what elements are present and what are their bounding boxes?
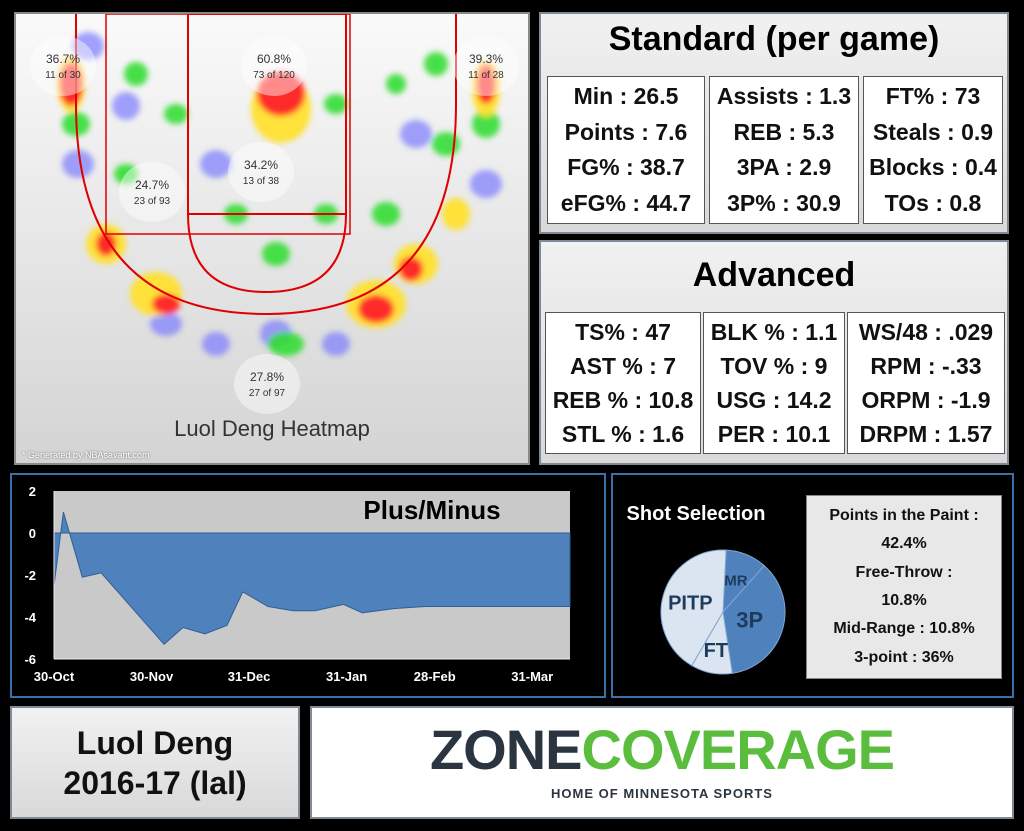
shot-legend-line: Mid-Range : 10.8% (833, 620, 975, 638)
shot-legend-line: 10.8% (881, 592, 927, 610)
logo-coverage: COVERAGE (581, 718, 895, 781)
stat-item: TS% : 47 (575, 318, 671, 345)
zone-pct: 60.8% (256, 51, 292, 66)
advanced-col-1: TS% : 47 AST % : 7 REB % : 10.8 STL % : 1.6 (545, 312, 701, 454)
stat-item: 3P% : 30.9 (727, 189, 841, 216)
shot-legend-line: Free-Throw : (855, 563, 953, 581)
standard-title: Standard (per game) (608, 20, 940, 58)
advanced-stats-panel: Advanced TS% : 47 AST % : 7 REB % : 10.8 ST… (539, 240, 1009, 465)
zonecoverage-logo: ZONECOVERAGE (312, 722, 1012, 778)
zone-made: 11 of 28 (468, 69, 504, 81)
standard-stats-panel: Standard (per game) Min : 26.5 Points : 7… (539, 12, 1009, 234)
zone-made: 27 of 97 (248, 387, 286, 399)
court-lines (75, 14, 457, 316)
stat-item: REB : 5.3 (733, 118, 835, 145)
x-tick-label: 31-Mar (511, 669, 553, 684)
stat-item: PER : 10.1 (717, 420, 831, 447)
player-name: Luol Deng (76, 724, 234, 761)
stat-item: DRPM : 1.57 (859, 420, 993, 447)
pie-slice-label: PITP (668, 592, 712, 614)
heatmap-zone-label: 24.7% 23 of 93 (119, 162, 185, 222)
zone-pct: 34.2% (243, 157, 279, 172)
logo-panel: ZONECOVERAGE HOME OF MINNESOTA SPORTS (310, 706, 1014, 819)
stat-item: RPM : -.33 (870, 352, 982, 379)
plus-minus-panel: 2 0 -2 -4 -6 30-Oct 30-Nov 31-Dec 31-Jan 28-Feb 31… (10, 473, 606, 698)
stat-item: USG : 14.2 (716, 386, 832, 413)
zone-made: 13 of 38 (242, 175, 280, 187)
shot-selection-legend: Points in the Paint : 42.4% Free-Throw : 10… (806, 495, 1002, 679)
standard-col-1: Min : 26.5 Points : 7.6 FG% : 38.7 eFG% : 4… (547, 76, 705, 224)
zone-pct: 24.7% (134, 177, 170, 192)
pie-slice (722, 565, 786, 674)
zone-made: 73 of 120 (253, 69, 295, 81)
shot-legend-line: 42.4% (881, 535, 927, 553)
heatmap-panel: 36.7% 11 of 30 60.8% 73 of 120 39.3% 11 of 28… (14, 12, 530, 465)
heatmap-title: Luol Deng Heatmap (174, 416, 370, 441)
x-tick-label: 31-Jan (326, 669, 367, 684)
advanced-col-3: WS/48 : .029 RPM : -.33 ORPM : -1.9 DRPM : … (847, 312, 1005, 454)
zone-made: 11 of 30 (45, 69, 81, 81)
x-tick-label: 30-Nov (130, 669, 174, 684)
heatmap-zone-label: 39.3% 11 of 28 (453, 36, 519, 96)
zone-pct: 39.3% (468, 51, 504, 66)
stat-item: FG% : 38.7 (567, 154, 685, 181)
y-tick-label: 0 (29, 526, 36, 541)
player-name-panel: Luol Deng 2016-17 (lal) (10, 706, 300, 819)
zone-made: 23 of 93 (133, 195, 171, 207)
shot-selection-pie: MR 3P FT PITP (660, 549, 786, 675)
y-tick-label: -6 (24, 652, 36, 667)
heatmap-blobs (57, 32, 502, 356)
plus-minus-title: Plus/Minus (363, 495, 500, 525)
heatmap-zone-label: 34.2% 13 of 38 (228, 142, 294, 202)
advanced-col-2: BLK % : 1.1 TOV % : 9 USG : 14.2 PER : 10.1 (703, 312, 845, 454)
stat-item: 3PA : 2.9 (736, 154, 832, 181)
standard-col-2: Assists : 1.3 REB : 5.3 3PA : 2.9 3P% : 30.… (709, 76, 859, 224)
pie-slice-label: 3P (736, 608, 763, 633)
stat-item: BLK % : 1.1 (710, 318, 838, 345)
shot-selection-panel: Shot Selection MR 3P FT PITP Points in the … (611, 473, 1014, 698)
stat-item: eFG% : 44.7 (560, 189, 692, 216)
stat-item: Points : 7.6 (564, 118, 688, 145)
x-tick-label: 30-Oct (34, 669, 75, 684)
standard-col-3: FT% : 73 Steals : 0.9 Blocks : 0.4 TOs : 0.… (863, 76, 1003, 224)
heatmap-credit: * Generated by NBAsavant.com (22, 450, 150, 460)
shot-legend-line: Points in the Paint : (829, 507, 979, 525)
plus-minus-chart: 2 0 -2 -4 -6 30-Oct 30-Nov 31-Dec 31-Jan 28-Feb 31… (24, 484, 571, 684)
stat-item: TOs : 0.8 (884, 189, 982, 216)
plus-minus-area (53, 511, 571, 646)
stat-item: Blocks : 0.4 (869, 154, 997, 181)
pie-slice-label: MR (724, 573, 747, 590)
stat-item: AST % : 7 (569, 352, 677, 379)
y-tick-label: 2 (29, 484, 36, 499)
heatmap-zone-label: 60.8% 73 of 120 (241, 36, 307, 96)
y-tick-label: -4 (24, 610, 36, 625)
stat-item: STL % : 1.6 (561, 420, 685, 447)
stat-item: Min : 26.5 (573, 83, 679, 110)
heatmap-zone-label: 36.7% 11 of 30 (30, 36, 96, 96)
x-tick-label: 31-Dec (228, 669, 271, 684)
stat-item: FT% : 73 (885, 83, 981, 110)
pie-slice-label: FT (704, 640, 728, 662)
logo-zone: ZONE (429, 718, 583, 781)
zone-pct: 27.8% (249, 369, 285, 384)
logo-tagline: HOME OF MINNESOTA SPORTS (551, 786, 773, 801)
stat-item: Steals : 0.9 (872, 118, 994, 145)
stat-item: WS/48 : .029 (858, 318, 994, 345)
heatmap-court (57, 14, 502, 356)
pie-slice (660, 549, 727, 667)
zone-pct: 36.7% (45, 51, 81, 66)
x-tick-label: 28-Feb (414, 669, 456, 684)
shot-selection-title: Shot Selection (626, 503, 766, 525)
stat-item: REB % : 10.8 (552, 386, 694, 413)
heatmap-zone-label: 27.8% 27 of 97 (234, 354, 300, 414)
stat-item: TOV % : 9 (720, 352, 828, 379)
advanced-title: Advanced (692, 256, 856, 294)
y-tick-label: -2 (24, 568, 36, 583)
stat-item: ORPM : -1.9 (861, 386, 991, 413)
shot-legend-line: 3-point : 36% (854, 648, 954, 666)
stat-item: Assists : 1.3 (716, 83, 852, 110)
player-season: 2016-17 (lal) (63, 764, 247, 801)
